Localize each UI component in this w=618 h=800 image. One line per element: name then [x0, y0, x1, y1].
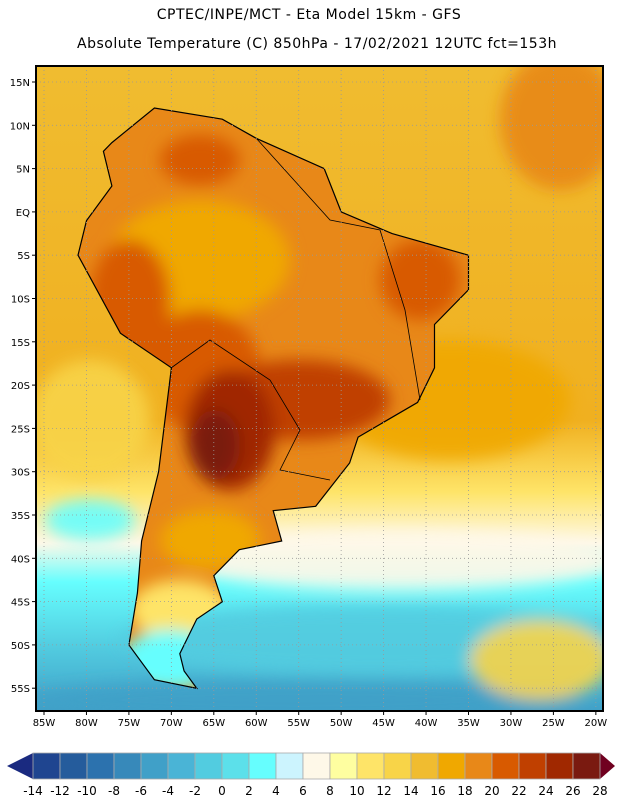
lat-tick-label: 15N	[10, 78, 30, 89]
lat-tick-label: 5S	[17, 251, 30, 262]
lat-tick-label: 10S	[11, 295, 30, 306]
lon-tick-label: 35W	[457, 718, 480, 729]
chart-title: CPTEC/INPE/MCT - Eta Model 15km - GFS	[156, 7, 462, 23]
colorbar-label: 0	[218, 784, 226, 798]
lon-tick-label: 45W	[372, 718, 395, 729]
lat-tick-label: 30S	[11, 468, 30, 479]
colorbar-over-arrow	[600, 753, 615, 779]
colorbar-bin	[59, 752, 88, 780]
lon-tick-label: 50W	[330, 718, 353, 729]
colorbar-under-arrow	[7, 753, 33, 779]
map-frame	[35, 65, 604, 712]
lon-tick-label: 60W	[245, 718, 268, 729]
colorbar-bin	[167, 752, 196, 780]
colorbar-label: -14	[23, 784, 43, 798]
lat-tick-label: 20S	[11, 381, 30, 392]
colorbar-bin	[410, 752, 439, 780]
colorbar: -14 -12 -10 -8 -6 -4 -2 0 2 4 6 8 10 12 14 16 18 20 22 24 26…	[7, 752, 615, 798]
lat-tick-label: 40S	[11, 554, 30, 565]
colorbar-bin	[356, 752, 385, 780]
colorbar-label: 10	[349, 784, 364, 798]
lon-tick-label: 40W	[415, 718, 438, 729]
colorbar-label: 4	[272, 784, 280, 798]
lon-tick-label: 85W	[33, 718, 56, 729]
colorbar-bin	[86, 752, 115, 780]
lon-tick-label: 30W	[500, 718, 523, 729]
colorbar-bin	[140, 752, 169, 780]
lat-tick-label: 50S	[11, 641, 30, 652]
colorbar-bin	[302, 752, 331, 780]
lat-axis: 15N 10N 5N EQ 5S 10S 15S 20S 25S 30S 35S 40S 45S 50S 5…	[10, 78, 36, 695]
country-borders	[255, 137, 421, 401]
lat-tick-label: 25S	[11, 424, 30, 435]
colorbar-label: -4	[162, 784, 174, 798]
colorbar-label: -12	[50, 784, 70, 798]
lon-tick-label: 70W	[160, 718, 183, 729]
lat-tick-label: 35S	[11, 511, 30, 522]
colorbar-bin	[437, 752, 466, 780]
colorbar-label: 18	[457, 784, 472, 798]
lon-tick-label: 20W	[585, 718, 608, 729]
colorbar-label: 22	[511, 784, 526, 798]
colorbar-bin	[383, 752, 412, 780]
colorbar-bin	[248, 752, 277, 780]
colorbar-label: 20	[484, 784, 499, 798]
colorbar-bin	[491, 752, 520, 780]
lon-tick-label: 65W	[202, 718, 225, 729]
colorbar-label: 24	[538, 784, 553, 798]
colorbar-label: -6	[135, 784, 147, 798]
colorbar-bin	[572, 752, 601, 780]
colorbar-label: 26	[565, 784, 580, 798]
colorbar-bin	[194, 752, 223, 780]
lon-tick-label: 75W	[118, 718, 141, 729]
lon-tick-label: 80W	[75, 718, 98, 729]
colorbar-label: 12	[376, 784, 391, 798]
colorbar-label: -8	[108, 784, 120, 798]
colorbar-label: 16	[430, 784, 445, 798]
colorbar-bin	[275, 752, 304, 780]
lat-tick-label: EQ	[16, 208, 30, 219]
colorbar-label: -2	[189, 784, 201, 798]
lat-tick-label: 45S	[11, 598, 30, 609]
colorbar-bin	[221, 752, 250, 780]
colorbar-label: 14	[403, 784, 418, 798]
colorbar-bin	[32, 752, 61, 780]
colorbar-label: 2	[245, 784, 253, 798]
colorbar-bin	[464, 752, 493, 780]
gridlines	[36, 66, 603, 711]
lat-tick-label: 55S	[11, 684, 30, 695]
colorbar-bin	[329, 752, 358, 780]
colorbar-label: 28	[592, 784, 607, 798]
lat-tick-label: 10N	[10, 121, 30, 132]
chart-subtitle: Absolute Temperature (C) 850hPa - 17/02/…	[77, 36, 557, 52]
lat-tick-label: 5N	[16, 165, 30, 176]
lon-tick-label: 55W	[287, 718, 310, 729]
lat-tick-label: 15S	[11, 338, 30, 349]
lon-tick-label: 25W	[542, 718, 565, 729]
lon-axis: 85W 80W 75W 70W 65W 60W 55W 50W 45W 40W 35W 30W 25W 2…	[33, 711, 608, 729]
colorbar-label: 6	[299, 784, 307, 798]
colorbar-label: -10	[77, 784, 97, 798]
colorbar-label: 8	[326, 784, 334, 798]
colorbar-bin	[545, 752, 574, 780]
colorbar-bin	[518, 752, 547, 780]
colorbar-bin	[113, 752, 142, 780]
temperature-field	[36, 66, 603, 711]
